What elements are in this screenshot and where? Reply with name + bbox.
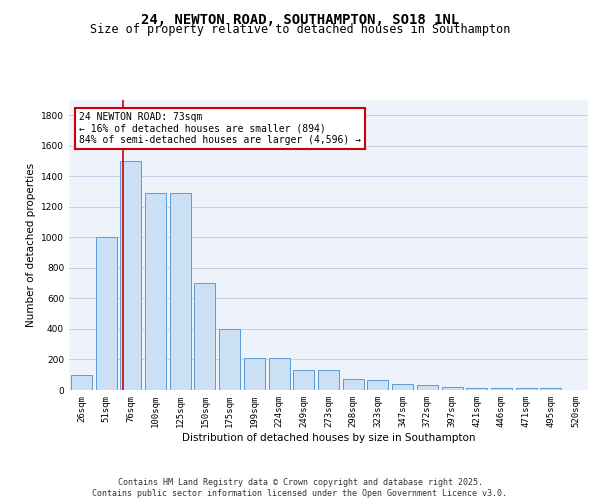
Bar	[95, 238, 116, 390]
Bar	[170, 193, 191, 390]
Bar	[120, 161, 141, 390]
Bar	[343, 380, 364, 390]
Bar	[516, 388, 537, 390]
Text: Contains HM Land Registry data © Crown copyright and database right 2025.
Contai: Contains HM Land Registry data © Crown c…	[92, 478, 508, 498]
Bar	[145, 193, 166, 390]
Text: 24, NEWTON ROAD, SOUTHAMPTON, SO18 1NL: 24, NEWTON ROAD, SOUTHAMPTON, SO18 1NL	[141, 12, 459, 26]
Bar	[442, 388, 463, 390]
Bar	[417, 386, 438, 390]
Bar	[541, 388, 562, 390]
Bar	[466, 388, 487, 390]
Bar	[392, 384, 413, 390]
Bar	[219, 329, 240, 390]
Bar	[269, 358, 290, 390]
Bar	[318, 370, 339, 390]
Bar	[293, 370, 314, 390]
Bar	[244, 358, 265, 390]
Bar	[491, 388, 512, 390]
Y-axis label: Number of detached properties: Number of detached properties	[26, 163, 35, 327]
Bar	[367, 380, 388, 390]
Bar	[71, 374, 92, 390]
Bar	[194, 283, 215, 390]
X-axis label: Distribution of detached houses by size in Southampton: Distribution of detached houses by size …	[182, 432, 475, 442]
Text: 24 NEWTON ROAD: 73sqm
← 16% of detached houses are smaller (894)
84% of semi-det: 24 NEWTON ROAD: 73sqm ← 16% of detached …	[79, 112, 361, 145]
Text: Size of property relative to detached houses in Southampton: Size of property relative to detached ho…	[90, 23, 510, 36]
